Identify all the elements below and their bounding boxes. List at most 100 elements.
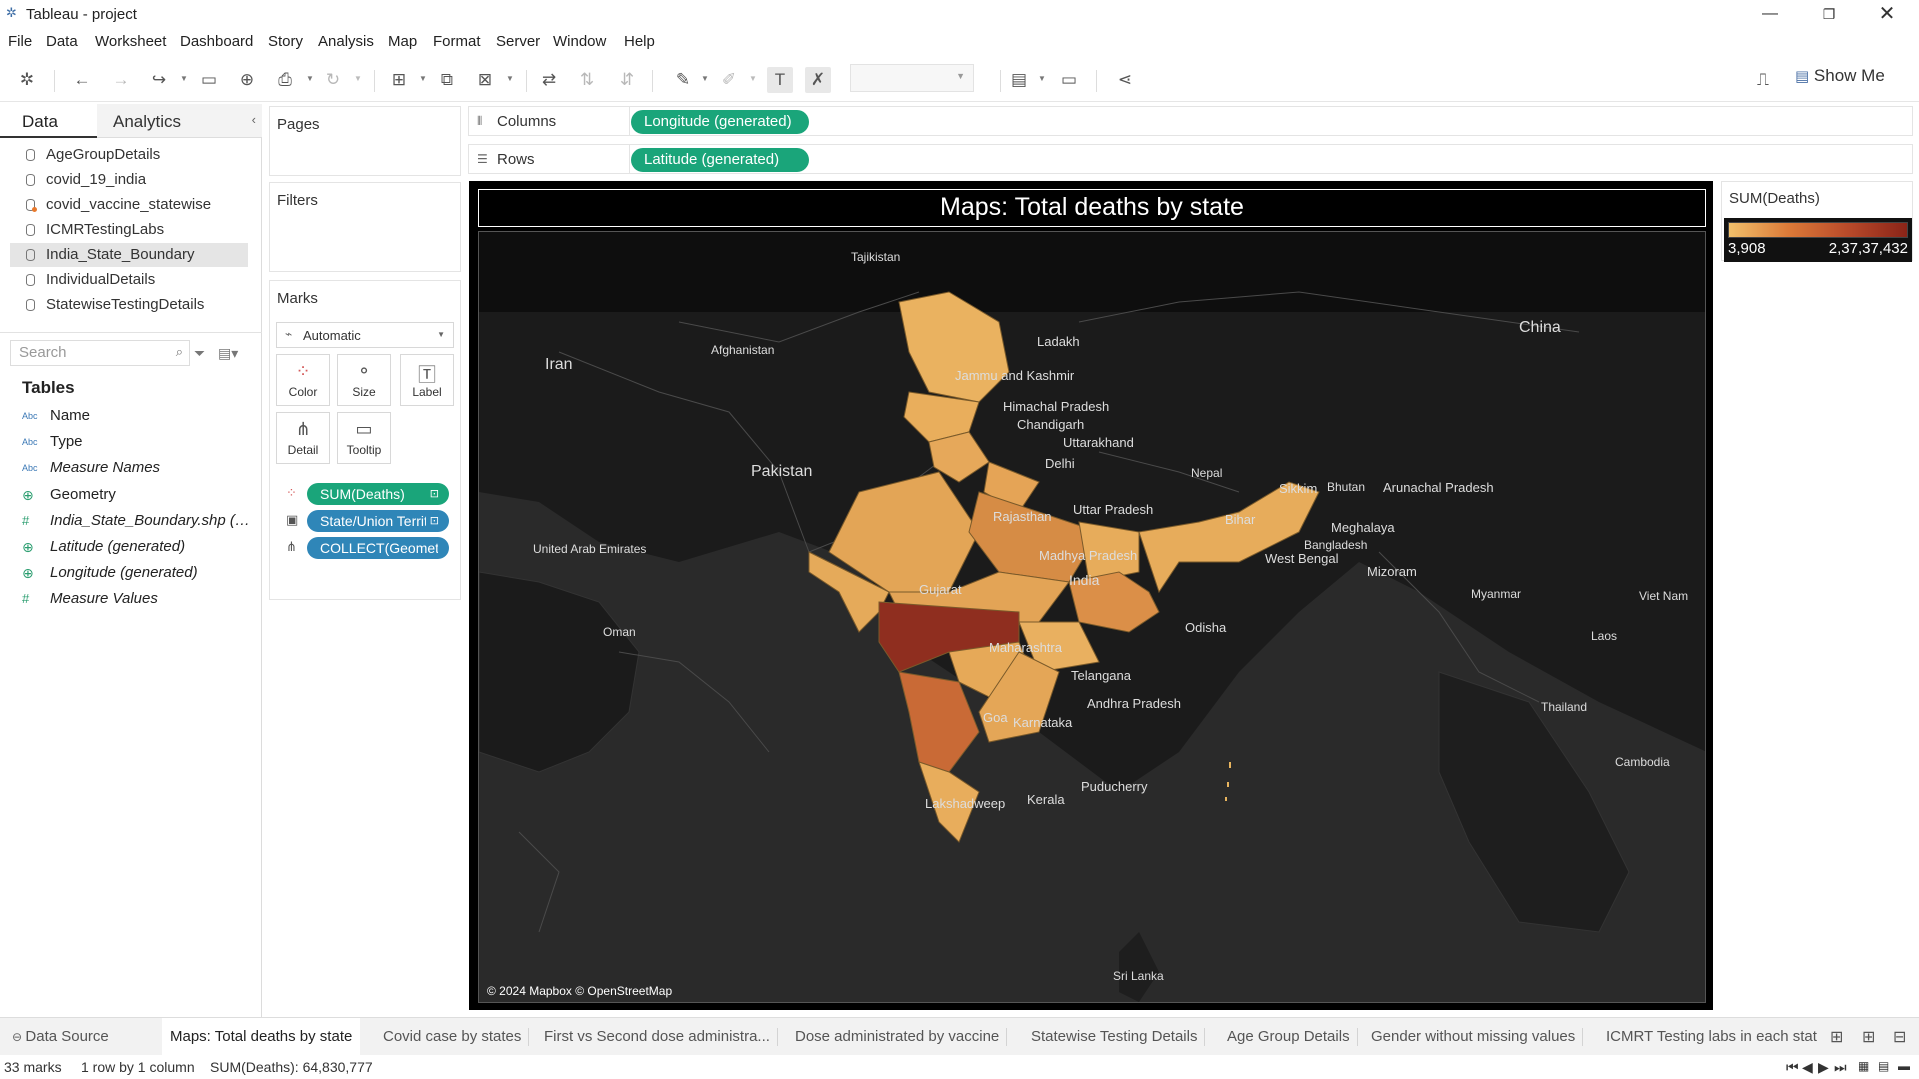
detail-encoding-icon: ⋔ xyxy=(286,539,297,554)
first-sheet-icon[interactable]: ⏮ xyxy=(1786,1059,1799,1075)
rows-icon: ☰ xyxy=(477,152,488,166)
color-legend[interactable]: SUM(Deaths) 3,908 2,37,37,432 xyxy=(1721,181,1913,262)
map-view[interactable]: Tajikistan Afghanistan Iran Pakistan Chi… xyxy=(478,231,1706,1003)
map-attribution[interactable]: © 2024 Mapbox © OpenStreetMap xyxy=(487,984,673,998)
menu-server[interactable]: Server xyxy=(496,33,541,50)
tab-analytics[interactable]: Analytics ‹ xyxy=(97,104,262,138)
swap-rows-columns-icon[interactable]: ⇄ xyxy=(541,70,557,89)
marks-pill-collect-geometry[interactable]: COLLECT(Geometry) xyxy=(307,537,449,559)
sort-descending-icon[interactable]: ⇵ xyxy=(619,70,635,89)
menu-file[interactable]: File xyxy=(8,33,33,50)
menu-worksheet[interactable]: Worksheet xyxy=(95,33,167,50)
tab-sheet[interactable]: ICMRT Testing labs in each stat xyxy=(1598,1018,1826,1055)
data-source-item[interactable]: AgeGroupDetails xyxy=(10,143,248,167)
last-sheet-icon[interactable]: ⏭ xyxy=(1834,1059,1847,1075)
tab-sheet[interactable]: Statewise Testing Details xyxy=(1023,1018,1206,1055)
view-options-icon[interactable]: ▤▾ xyxy=(218,345,239,361)
tab-sheet[interactable]: Gender without missing values xyxy=(1363,1018,1584,1055)
replay-icon[interactable]: ↪ xyxy=(151,70,167,89)
rows-shelf[interactable]: ☰ Rows Latitude (generated) xyxy=(468,144,1913,174)
refresh-icon[interactable]: ↻ xyxy=(325,70,341,89)
marks-pill-state[interactable]: State/Union Territory⊡ xyxy=(307,510,449,532)
field-item[interactable]: ⊕ Longitude (generated) xyxy=(22,561,258,585)
fit-select[interactable]: ▼ xyxy=(850,64,974,92)
pause-updates-icon[interactable]: ⎙ xyxy=(278,70,292,89)
tooltip-button[interactable]: ▭ Tooltip xyxy=(337,412,391,464)
tab-sheet[interactable]: Covid case by states xyxy=(375,1018,530,1055)
undo-icon[interactable]: ← xyxy=(73,70,91,89)
field-item[interactable]: Abc Type xyxy=(22,430,258,454)
tab-sheet[interactable]: Age Group Details xyxy=(1219,1018,1358,1055)
tab-sheet-active[interactable]: Maps: Total deaths by state xyxy=(162,1018,361,1055)
new-story-icon[interactable]: ⊟ xyxy=(1893,1029,1907,1046)
sort-ascending-icon[interactable]: ⇅ xyxy=(579,70,595,89)
ask-data-icon[interactable]: ⎍ xyxy=(1757,70,1769,89)
data-source-item[interactable]: ICMRTestingLabs xyxy=(10,218,248,242)
field-item[interactable]: ⊕ Latitude (generated) xyxy=(22,535,258,559)
redo-icon[interactable]: → xyxy=(112,70,130,89)
state-label-bihar: Bihar xyxy=(1225,512,1256,527)
new-worksheet-icon[interactable]: ⊞ xyxy=(1830,1029,1844,1046)
menu-analysis[interactable]: Analysis xyxy=(318,33,374,50)
menu-format[interactable]: Format xyxy=(433,33,481,50)
minimize-icon[interactable]: — xyxy=(1762,5,1778,22)
tab-sheet[interactable]: First vs Second dose administra... xyxy=(536,1018,778,1055)
tab-data-source[interactable]: ⊖ Data Source xyxy=(4,1018,117,1055)
fix-axes-icon[interactable]: ✗ xyxy=(805,67,831,93)
data-source-item[interactable]: covid_19_india xyxy=(10,168,248,192)
group-members-icon[interactable]: ✐ xyxy=(721,70,737,89)
menu-map[interactable]: Map xyxy=(388,33,418,50)
show-filmstrip-icon[interactable]: ▦ xyxy=(1858,1059,1870,1073)
filters-card[interactable]: Filters xyxy=(269,182,461,272)
new-dashboard-icon[interactable]: ⊞ xyxy=(1862,1029,1876,1046)
columns-pill-longitude[interactable]: Longitude (generated) xyxy=(631,110,809,134)
field-item[interactable]: # Measure Values xyxy=(22,587,258,611)
data-source-item[interactable]: IndividualDetails xyxy=(10,268,248,292)
mark-type-select[interactable]: ⌁ Automatic ▼ xyxy=(276,322,454,348)
clear-sheet-icon[interactable]: ⊠ xyxy=(477,70,493,89)
search-input[interactable]: Search ⌕ xyxy=(10,340,190,366)
rows-pill-latitude[interactable]: Latitude (generated) xyxy=(631,148,809,172)
show-mark-labels-icon[interactable]: T xyxy=(767,67,793,93)
collapse-pane-icon[interactable]: ‹ xyxy=(251,112,256,127)
data-source-item-selected[interactable]: India_State_Boundary xyxy=(10,243,248,267)
pages-card[interactable]: Pages xyxy=(269,106,461,176)
india-map[interactable]: Tajikistan Afghanistan Iran Pakistan Chi… xyxy=(479,232,1706,1003)
new-data-source-icon[interactable]: ⊕ xyxy=(239,70,255,89)
size-button[interactable]: ⚬ Size xyxy=(337,354,391,406)
show-cards-icon[interactable]: ▤ xyxy=(1010,70,1028,89)
filter-icon[interactable]: ⏷ xyxy=(194,345,206,361)
show-tabs-icon[interactable]: ▬ xyxy=(1898,1059,1910,1073)
show-me-button[interactable]: ▤ Show Me xyxy=(1795,66,1905,92)
new-worksheet-icon[interactable]: ⊞ xyxy=(391,70,407,89)
detail-button[interactable]: ⋔ Detail xyxy=(276,412,330,464)
menu-window[interactable]: Window xyxy=(553,33,607,50)
close-icon[interactable]: ✕ xyxy=(1878,3,1896,25)
field-item[interactable]: # India_State_Boundary.shp (Count) xyxy=(22,509,258,533)
tab-sheet[interactable]: Dose administrated by vaccine xyxy=(787,1018,1008,1055)
prev-sheet-icon[interactable]: ◀ xyxy=(1802,1059,1813,1075)
color-button[interactable]: ⁘ Color xyxy=(276,354,330,406)
menu-story[interactable]: Story xyxy=(268,33,304,50)
highlight-icon[interactable]: ✎ xyxy=(675,70,691,89)
tableau-home-icon[interactable]: ✲ xyxy=(19,70,35,89)
data-source-item[interactable]: covid_vaccine_statewise xyxy=(10,193,248,217)
next-sheet-icon[interactable]: ▶ xyxy=(1818,1059,1829,1075)
field-item[interactable]: Abc Name xyxy=(22,404,258,428)
menu-dashboard[interactable]: Dashboard xyxy=(180,33,254,50)
share-icon[interactable]: ⋖ xyxy=(1117,70,1133,89)
save-icon[interactable]: ▭ xyxy=(200,70,218,89)
field-item[interactable]: ⊕ Geometry xyxy=(22,483,258,507)
presentation-mode-icon[interactable]: ▭ xyxy=(1060,70,1078,89)
show-sheet-sorter-icon[interactable]: ▤ xyxy=(1878,1059,1890,1073)
tab-data[interactable]: Data xyxy=(0,104,97,138)
field-item[interactable]: Abc Measure Names xyxy=(22,456,258,480)
label-button[interactable]: 🅃 Label xyxy=(400,354,454,406)
duplicate-sheet-icon[interactable]: ⧉ xyxy=(440,70,454,89)
columns-shelf[interactable]: ⦀ Columns Longitude (generated) xyxy=(468,106,1913,136)
marks-pill-sum-deaths[interactable]: SUM(Deaths) ⊡ xyxy=(307,483,449,505)
data-source-item[interactable]: StatewiseTestingDetails xyxy=(10,293,248,317)
menu-help[interactable]: Help xyxy=(624,33,655,50)
restore-icon[interactable]: ❐ xyxy=(1822,6,1836,22)
menu-data[interactable]: Data xyxy=(46,33,78,50)
